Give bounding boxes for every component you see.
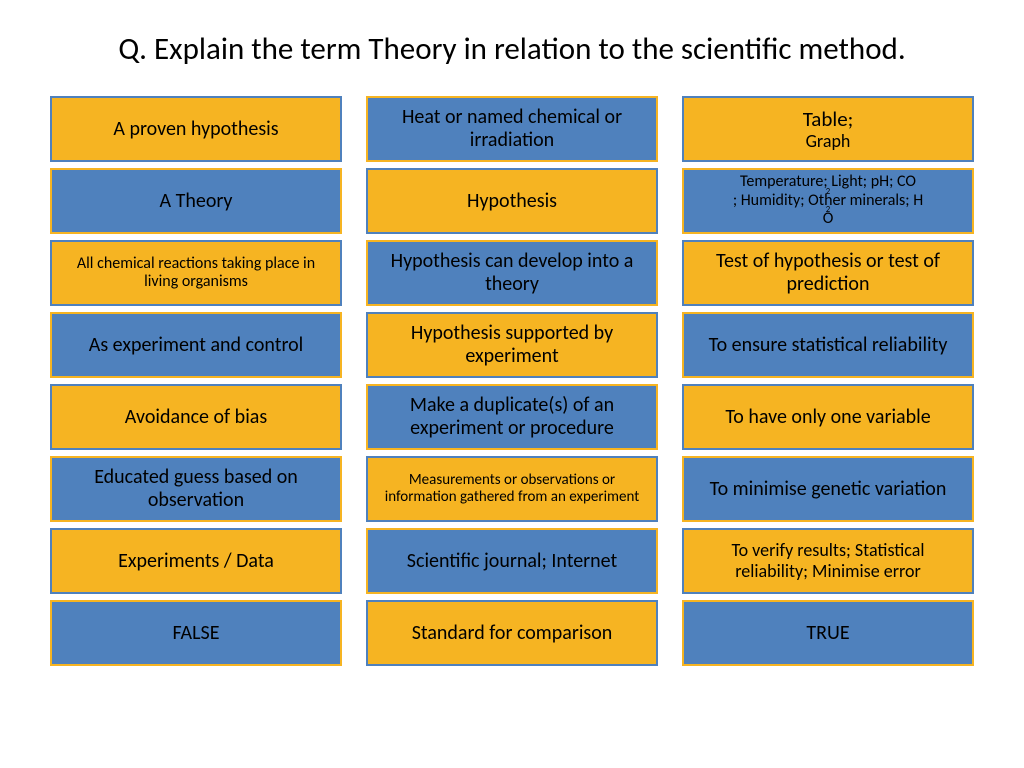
answer-card[interactable]: Measurements or observations or informat… bbox=[366, 456, 658, 522]
card-label: Hypothesis bbox=[467, 190, 557, 213]
answer-card[interactable]: A Theory bbox=[50, 168, 342, 234]
card-label: Test of hypothesis or test of prediction bbox=[694, 250, 962, 296]
answer-card[interactable]: Avoidance of bias bbox=[50, 384, 342, 450]
card-label: As experiment and control bbox=[89, 334, 303, 357]
answer-card[interactable]: Test of hypothesis or test of prediction bbox=[682, 240, 974, 306]
answer-card[interactable]: A proven hypothesis bbox=[50, 96, 342, 162]
answer-card[interactable]: FALSE bbox=[50, 600, 342, 666]
card-label: To verify results; Statistical reliabili… bbox=[694, 540, 962, 581]
card-label: Hypothesis can develop into a theory bbox=[378, 250, 646, 296]
answer-card[interactable]: Hypothesis bbox=[366, 168, 658, 234]
card-column: A proven hypothesis A Theory All chemical … bbox=[50, 96, 342, 666]
answer-card[interactable]: Heat or named chemical or irradiation bbox=[366, 96, 658, 162]
answer-card[interactable]: Standard for comparison bbox=[366, 600, 658, 666]
card-label: Scientific journal; Internet bbox=[407, 550, 617, 573]
answer-card[interactable]: Educated guess based on observation bbox=[50, 456, 342, 522]
card-label: All chemical reactions taking place in l… bbox=[62, 255, 330, 292]
answer-card[interactable]: To ensure statistical reliability bbox=[682, 312, 974, 378]
answer-card[interactable]: Experiments / Data bbox=[50, 528, 342, 594]
card-column: Heat or named chemical or irradiation Hyp… bbox=[366, 96, 658, 666]
card-label: Standard for comparison bbox=[412, 622, 613, 645]
answer-card[interactable]: To have only one variable bbox=[682, 384, 974, 450]
answer-card[interactable]: As experiment and control bbox=[50, 312, 342, 378]
card-label: Measurements or observations or informat… bbox=[378, 472, 646, 507]
answer-card[interactable]: Table; Graph bbox=[682, 96, 974, 162]
answer-card[interactable]: Hypothesis can develop into a theory bbox=[366, 240, 658, 306]
answer-card[interactable]: Temperature; Light; pH; CO2; Humidity; O… bbox=[682, 168, 974, 234]
card-label: Hypothesis supported by experiment bbox=[378, 322, 646, 368]
answer-card[interactable]: TRUE bbox=[682, 600, 974, 666]
card-label: To minimise genetic variation bbox=[710, 478, 947, 501]
card-label: TRUE bbox=[806, 622, 849, 645]
card-label: Temperature; Light; pH; CO2; Humidity; O… bbox=[733, 173, 923, 228]
card-label: Experiments / Data bbox=[118, 550, 274, 573]
card-label: FALSE bbox=[172, 622, 219, 645]
card-label: Table; Graph bbox=[803, 107, 854, 152]
answer-card[interactable]: Scientific journal; Internet bbox=[366, 528, 658, 594]
card-label: Educated guess based on observation bbox=[62, 466, 330, 512]
card-label: A Theory bbox=[160, 190, 233, 213]
card-label: Heat or named chemical or irradiation bbox=[378, 106, 646, 152]
answer-card[interactable]: To verify results; Statistical reliabili… bbox=[682, 528, 974, 594]
card-grid: A proven hypothesis A Theory All chemical … bbox=[50, 96, 974, 666]
answer-card[interactable]: To minimise genetic variation bbox=[682, 456, 974, 522]
answer-card[interactable]: Make a duplicate(s) of an experiment or … bbox=[366, 384, 658, 450]
card-label: To have only one variable bbox=[725, 406, 930, 429]
slide-title: Q. Explain the term Theory in relation t… bbox=[50, 30, 974, 68]
answer-card[interactable]: All chemical reactions taking place in l… bbox=[50, 240, 342, 306]
card-label: Avoidance of bias bbox=[125, 406, 267, 429]
card-label: A proven hypothesis bbox=[113, 118, 278, 141]
card-column: Table; Graph Temperature; Light; pH; CO2;… bbox=[682, 96, 974, 666]
card-label: Make a duplicate(s) of an experiment or … bbox=[378, 394, 646, 440]
card-label: To ensure statistical reliability bbox=[709, 334, 948, 357]
answer-card[interactable]: Hypothesis supported by experiment bbox=[366, 312, 658, 378]
